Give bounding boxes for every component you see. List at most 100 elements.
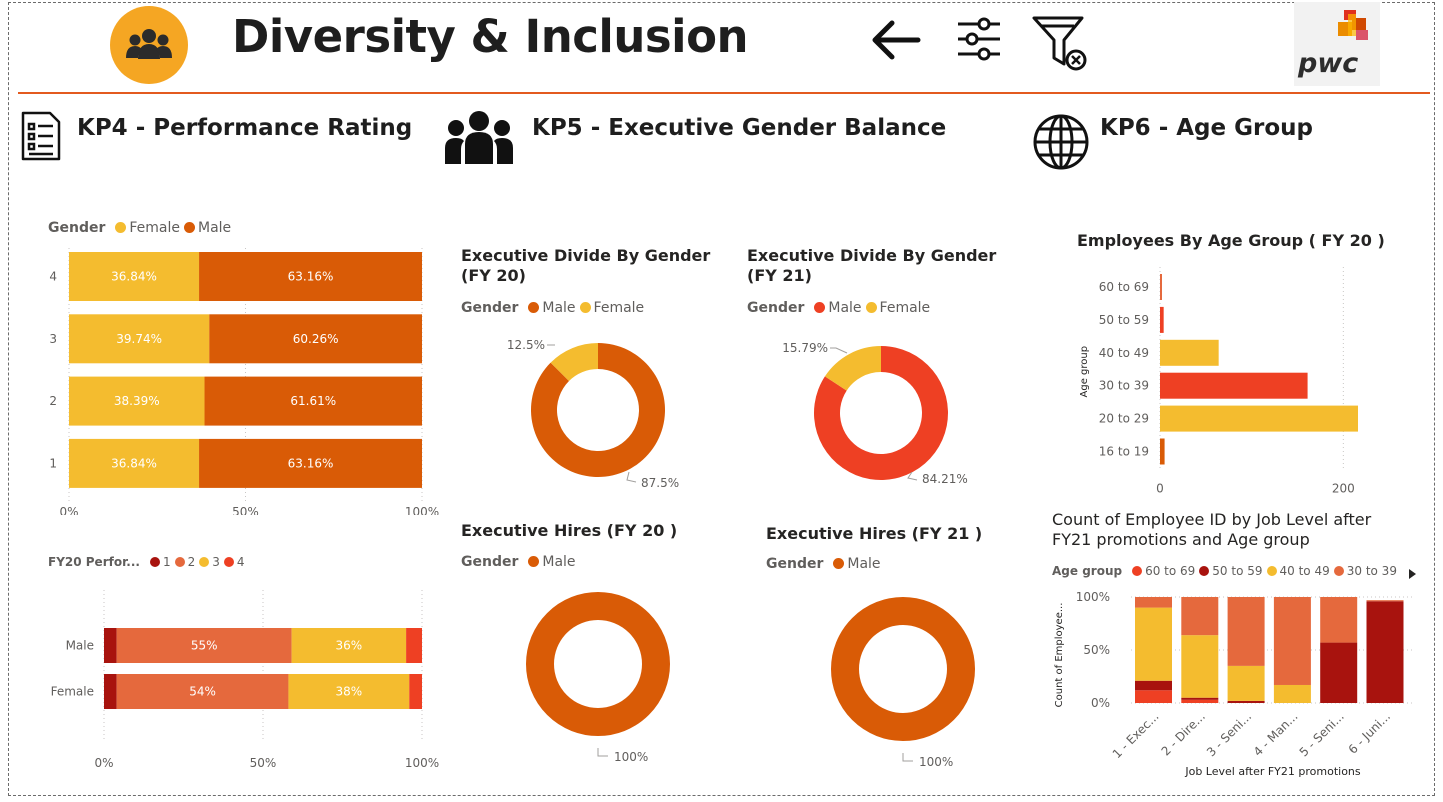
y-tick-label: 50% [1083, 643, 1110, 657]
x-tick-label: 100% [405, 756, 439, 770]
y-axis-title: Age group [1079, 346, 1090, 398]
sliders-icon[interactable] [954, 14, 1004, 64]
clear-filter-icon[interactable] [1030, 14, 1090, 72]
back-arrow-icon[interactable] [868, 17, 924, 63]
globe-icon [1032, 113, 1090, 171]
x-tick-label: 200 [1332, 481, 1355, 495]
bar-segment-male [204, 376, 422, 426]
group-icon [445, 110, 513, 166]
x-tick-label: 1 - Exec... [1110, 709, 1162, 761]
job-level-chart: 0% 50% 100% Count of Employee... 1 - Exec...… [1054, 590, 1413, 778]
hires21-legend: Gender Male [766, 556, 881, 572]
age-bar [1160, 306, 1164, 333]
leader-line [907, 471, 918, 481]
bar-segment-female [69, 252, 200, 301]
x-tick-label: 5 - Seni... [1297, 709, 1347, 759]
people-icon [109, 5, 189, 85]
donut-slice-male [831, 597, 975, 741]
bar-segment-rating-1 [104, 628, 117, 663]
bar-segment-female [69, 438, 200, 488]
kp6-heading: KP6 - Age Group [1100, 115, 1313, 141]
column-segment-50-to-59 [1135, 680, 1172, 691]
age-bar [1160, 405, 1358, 432]
age-bar [1160, 372, 1308, 399]
column-segment-50-to-59 [1366, 601, 1404, 703]
column-segment-40-to-49 [1273, 684, 1311, 703]
data-label: 38% [336, 685, 363, 699]
column-segment-30-to-39 [1227, 597, 1265, 666]
column-segment-40-to-49 [1181, 635, 1219, 698]
data-label: 63.16% [288, 456, 334, 470]
bar-segment-rating-2 [116, 628, 292, 663]
exec-divide-fy20-donut: 87.5% 12.5% [507, 338, 679, 490]
data-label: 54% [189, 685, 216, 699]
age-group-chart: 0 200 Age group 60 to 69 50 to 59 40 to 49 30 … [1079, 267, 1358, 495]
hires20-legend: Gender Male [461, 554, 576, 570]
donut-slice-female [550, 343, 598, 382]
data-label: 87.5% [641, 476, 679, 490]
perf-rating-chart: 0% 50% 100% 4 36.84% 63.16% 3 39.74% 60.26% 2 38.3… [49, 248, 439, 515]
y-tick-label: 3 [49, 332, 57, 346]
exec-divide-fy21-title: Executive Divide By Gender (FY 21) [747, 246, 997, 285]
page-title: Diversity & Inclusion [232, 10, 749, 63]
y-tick-label: 20 to 29 [1099, 412, 1149, 426]
x-tick-label: 50% [250, 756, 277, 770]
job-level-title: Count of Employee ID by Job Level after … [1052, 510, 1372, 549]
column-segment-40-to-49 [1227, 665, 1265, 701]
column-segment-50-to-59 [1320, 642, 1358, 703]
data-label: 39.74% [116, 332, 162, 346]
x-tick-label: 0% [59, 505, 78, 515]
x-axis-title: Job Level after FY21 promotions [1184, 765, 1361, 778]
exec-divide-fy20-title: Executive Divide By Gender (FY 20) [461, 246, 711, 285]
data-label: 61.61% [290, 394, 336, 408]
column-segment-30-to-39 [1320, 597, 1358, 643]
leader-line [902, 753, 913, 762]
x-tick-label: 3 - Seni... [1204, 709, 1254, 759]
x-tick-label: 6 - Juni... [1346, 709, 1393, 756]
data-label: 15.79% [782, 341, 828, 355]
fy20-perf-legend: FY20 Perfor... 1 2 3 4 [48, 555, 245, 569]
donut-slice-male [814, 346, 948, 480]
data-label: 100% [919, 755, 953, 769]
y-tick-label: 0% [1091, 696, 1110, 710]
document-icon [20, 110, 62, 162]
data-label: 36.84% [111, 456, 157, 470]
donut-slice-female [824, 346, 881, 391]
y-tick-label: 50 to 59 [1099, 313, 1149, 327]
data-label: 84.21% [922, 472, 968, 486]
fy20-perf-chart: 0% 50% 100% Male 55% 36% Female 54% 38% [51, 590, 439, 770]
y-tick-label: Male [66, 639, 94, 653]
data-label: 100% [614, 750, 648, 764]
column-segment-30-to-39 [1135, 597, 1172, 608]
age-bar [1160, 339, 1219, 366]
data-label: 38.39% [114, 394, 160, 408]
column-segment-60-to-69 [1181, 699, 1219, 703]
exec-hires-fy21-donut: 100% [831, 597, 975, 769]
report-canvas [8, 2, 1435, 796]
x-tick-label: 2 - Dire... [1159, 709, 1208, 758]
bar-segment-rating-3 [291, 628, 407, 663]
bar-segment-rating-2 [116, 674, 289, 709]
donut-slice-male [526, 592, 670, 736]
y-tick-label: 4 [49, 270, 57, 284]
kp5-heading: KP5 - Executive Gender Balance [532, 115, 947, 141]
pwc-logo: pwc [1294, 2, 1380, 86]
data-label: 36% [336, 639, 363, 653]
perf-gender-legend: Gender Female Male [48, 220, 232, 236]
exec-hires-fy20-donut: 100% [526, 592, 670, 764]
exec-divide-fy21-donut: 84.21% 15.79% [782, 341, 968, 486]
data-label: 63.16% [288, 270, 334, 284]
legend-next-arrow-icon[interactable] [1407, 565, 1417, 579]
bar-segment-rating-3 [288, 674, 410, 709]
exec21-legend: Gender Male Female [747, 300, 931, 316]
leader-line [597, 748, 608, 757]
exec-hires-fy21-title: Executive Hires (FY 21 ) [766, 524, 983, 543]
x-tick-label: 4 - Man... [1251, 709, 1301, 759]
data-label: 60.26% [293, 332, 339, 346]
bar-segment-male [199, 252, 422, 301]
data-label: 12.5% [507, 338, 545, 352]
x-tick-label: 0% [94, 756, 113, 770]
leader-line [830, 347, 848, 354]
column-segment-50-to-59 [1227, 700, 1265, 703]
y-tick-label: 100% [1076, 590, 1110, 604]
